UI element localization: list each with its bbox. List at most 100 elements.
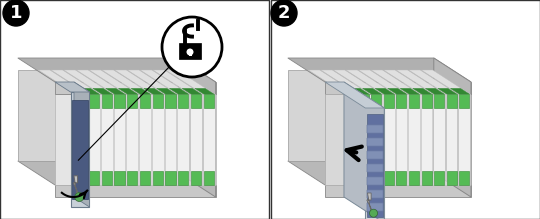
Polygon shape <box>396 171 407 185</box>
Bar <box>188 51 192 56</box>
Polygon shape <box>93 88 112 94</box>
Polygon shape <box>191 171 201 185</box>
Circle shape <box>271 0 297 26</box>
Polygon shape <box>106 88 125 94</box>
Polygon shape <box>88 94 100 185</box>
Polygon shape <box>288 70 434 161</box>
Polygon shape <box>204 171 214 185</box>
Polygon shape <box>182 88 201 94</box>
Polygon shape <box>204 94 214 108</box>
Polygon shape <box>140 94 150 108</box>
Polygon shape <box>114 94 125 108</box>
Polygon shape <box>367 151 383 159</box>
Polygon shape <box>338 88 356 94</box>
Polygon shape <box>165 94 176 185</box>
Polygon shape <box>344 82 384 219</box>
Polygon shape <box>178 94 188 108</box>
Polygon shape <box>114 70 164 94</box>
Polygon shape <box>68 88 86 94</box>
Polygon shape <box>76 94 87 185</box>
Polygon shape <box>408 94 420 185</box>
Polygon shape <box>447 171 457 185</box>
Polygon shape <box>346 171 356 185</box>
Polygon shape <box>77 70 125 94</box>
Polygon shape <box>51 70 100 94</box>
Polygon shape <box>367 193 374 214</box>
Polygon shape <box>140 70 189 94</box>
Polygon shape <box>359 94 369 108</box>
Polygon shape <box>55 185 215 197</box>
Polygon shape <box>76 171 86 185</box>
Polygon shape <box>383 70 432 94</box>
Polygon shape <box>178 171 188 185</box>
Polygon shape <box>383 94 395 185</box>
Polygon shape <box>153 70 202 94</box>
Polygon shape <box>409 94 419 108</box>
Polygon shape <box>367 177 383 185</box>
Text: 1: 1 <box>10 4 22 22</box>
Polygon shape <box>38 70 87 94</box>
Bar <box>179 43 201 59</box>
Polygon shape <box>325 94 471 185</box>
Polygon shape <box>367 114 383 217</box>
Polygon shape <box>409 70 457 94</box>
Polygon shape <box>74 82 90 207</box>
Polygon shape <box>421 70 470 94</box>
Polygon shape <box>367 138 383 146</box>
Polygon shape <box>422 94 431 108</box>
Polygon shape <box>384 171 394 185</box>
Polygon shape <box>18 58 215 82</box>
Polygon shape <box>426 88 444 94</box>
Polygon shape <box>370 94 382 185</box>
Polygon shape <box>367 190 383 198</box>
Polygon shape <box>127 70 176 94</box>
Polygon shape <box>177 94 189 185</box>
Polygon shape <box>288 161 471 185</box>
Polygon shape <box>178 58 215 197</box>
Polygon shape <box>89 70 138 94</box>
Circle shape <box>369 209 377 217</box>
Polygon shape <box>367 151 383 159</box>
Polygon shape <box>102 171 112 185</box>
Polygon shape <box>367 190 383 198</box>
Polygon shape <box>73 176 80 198</box>
Bar <box>0 0 269 219</box>
Polygon shape <box>153 94 163 108</box>
Polygon shape <box>18 161 215 185</box>
Polygon shape <box>139 94 151 185</box>
Polygon shape <box>388 88 407 94</box>
Polygon shape <box>413 88 431 94</box>
Polygon shape <box>346 70 395 94</box>
Polygon shape <box>165 94 176 108</box>
Polygon shape <box>165 171 176 185</box>
Polygon shape <box>131 88 150 94</box>
Polygon shape <box>367 164 383 172</box>
Polygon shape <box>367 138 383 146</box>
Polygon shape <box>421 94 432 185</box>
Polygon shape <box>127 94 137 108</box>
Polygon shape <box>102 70 151 94</box>
Polygon shape <box>190 94 202 185</box>
Polygon shape <box>308 70 357 94</box>
Polygon shape <box>333 70 382 94</box>
Circle shape <box>186 48 193 55</box>
Polygon shape <box>126 94 138 185</box>
Polygon shape <box>367 177 383 185</box>
Text: 2: 2 <box>278 4 291 22</box>
Polygon shape <box>447 94 457 108</box>
Polygon shape <box>101 94 112 185</box>
Polygon shape <box>89 171 99 185</box>
Polygon shape <box>358 94 369 185</box>
Polygon shape <box>325 82 384 108</box>
Polygon shape <box>372 94 381 108</box>
Polygon shape <box>371 70 420 94</box>
Polygon shape <box>450 88 469 94</box>
Bar <box>271 0 540 219</box>
Polygon shape <box>118 88 137 94</box>
Polygon shape <box>89 94 99 108</box>
Polygon shape <box>396 94 407 108</box>
Polygon shape <box>325 82 471 94</box>
Polygon shape <box>434 171 444 185</box>
Polygon shape <box>446 94 457 185</box>
Polygon shape <box>170 88 188 94</box>
